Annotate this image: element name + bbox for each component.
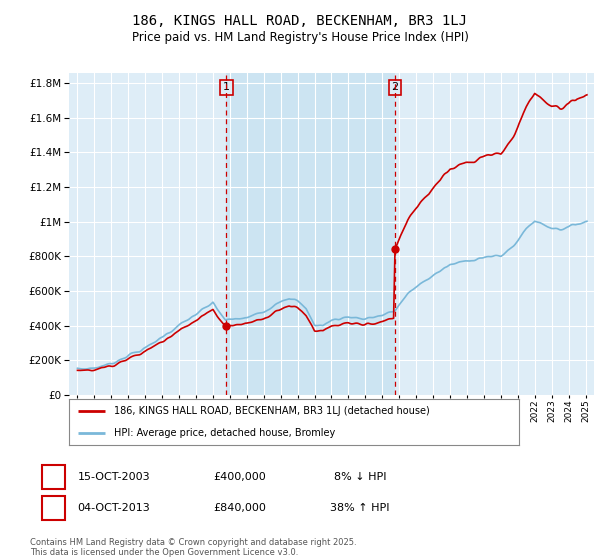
Text: £400,000: £400,000	[214, 472, 266, 482]
Text: 2: 2	[49, 501, 58, 515]
Text: 1: 1	[49, 470, 58, 484]
Text: 38% ↑ HPI: 38% ↑ HPI	[330, 503, 390, 513]
Text: 186, KINGS HALL ROAD, BECKENHAM, BR3 1LJ: 186, KINGS HALL ROAD, BECKENHAM, BR3 1LJ	[133, 14, 467, 28]
Text: 8% ↓ HPI: 8% ↓ HPI	[334, 472, 386, 482]
Text: 186, KINGS HALL ROAD, BECKENHAM, BR3 1LJ (detached house): 186, KINGS HALL ROAD, BECKENHAM, BR3 1LJ…	[114, 406, 430, 416]
Bar	[226, 73, 395, 395]
Text: 15-OCT-2003: 15-OCT-2003	[77, 472, 151, 482]
Text: HPI: Average price, detached house, Bromley: HPI: Average price, detached house, Brom…	[114, 428, 335, 438]
Text: Contains HM Land Registry data © Crown copyright and database right 2025.
This d: Contains HM Land Registry data © Crown c…	[30, 538, 356, 557]
Text: £840,000: £840,000	[214, 503, 266, 513]
Text: 1: 1	[223, 82, 230, 92]
Text: Price paid vs. HM Land Registry's House Price Index (HPI): Price paid vs. HM Land Registry's House …	[131, 31, 469, 44]
Text: 2: 2	[391, 82, 398, 92]
Text: 04-OCT-2013: 04-OCT-2013	[77, 503, 151, 513]
